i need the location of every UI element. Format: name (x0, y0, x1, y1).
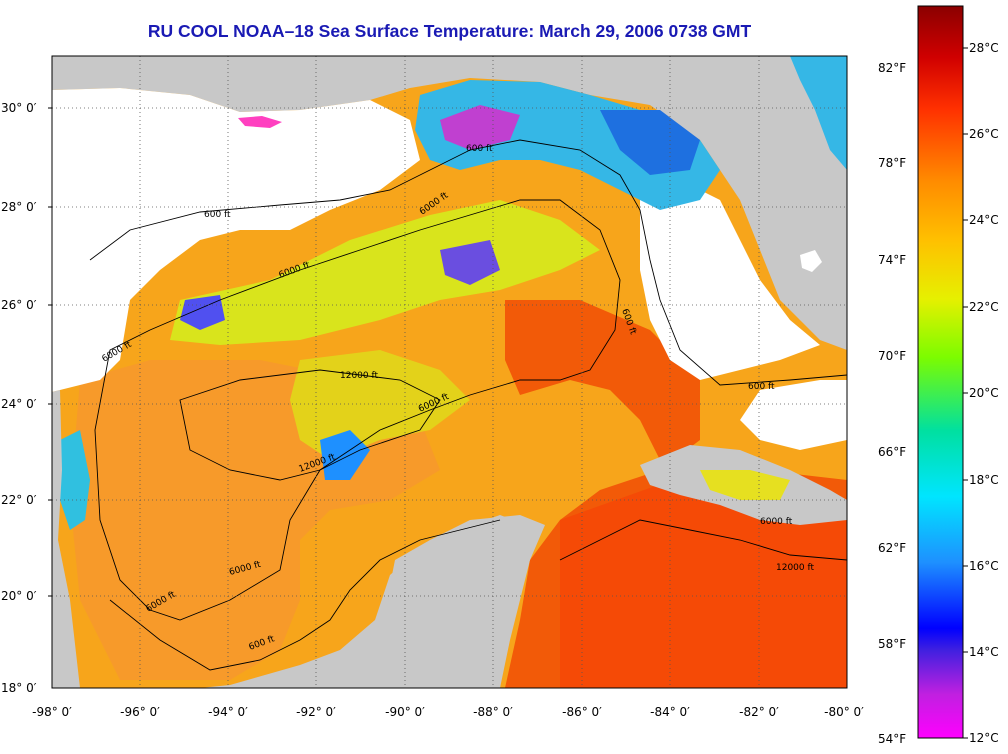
lat-label: 30° 0′ (1, 101, 37, 115)
lat-label: 18° 0′ (1, 681, 37, 695)
lon-label: -94° 0′ (208, 705, 248, 719)
lat-label: 20° 0′ (1, 589, 37, 603)
us-gulf-coast-land (52, 56, 700, 106)
celsius-label: 20°C (969, 386, 999, 400)
fahrenheit-label: 78°F (878, 156, 906, 170)
cloud-northeast (640, 180, 820, 380)
lon-label: -90° 0′ (385, 705, 425, 719)
lat-label: 24° 0′ (1, 397, 37, 411)
florida-land (700, 56, 847, 345)
lon-label: -80° 0′ (824, 705, 864, 719)
map-title: RU COOL NOAA–18 Sea Surface Temperature:… (147, 21, 752, 41)
cold-shelf-inner (600, 110, 700, 175)
celsius-label: 26°C (969, 127, 999, 141)
cloud-florida-straits (740, 380, 847, 450)
contour-6000ft (94, 199, 621, 621)
celsius-label: 28°C (969, 41, 999, 55)
fahrenheit-scale: 82°F 78°F 74°F 70°F 66°F 62°F 58°F 54°F (878, 61, 906, 746)
map-frame (51, 55, 848, 689)
celsius-label: 16°C (969, 559, 999, 573)
lon-label: -92° 0′ (296, 705, 336, 719)
cold-shelf-magenta (440, 105, 520, 150)
fahrenheit-label: 74°F (878, 253, 906, 267)
celsius-label: 14°C (969, 645, 999, 659)
colorbar (917, 5, 964, 739)
contour-label: 12000 ft (776, 563, 815, 573)
contour-yucatan-shelf (109, 519, 501, 671)
gulf-magenta-coast (238, 116, 282, 128)
contour-12000ft (179, 369, 441, 481)
longitude-axis: -98° 0′ -96° 0′ -94° 0′ -92° 0′ -90° 0′ … (32, 705, 864, 719)
latitude-axis: 30° 0′ 28° 0′ 26° 0′ 24° 0′ 22° 0′ 20° 0… (1, 101, 52, 695)
lon-label: -82° 0′ (739, 705, 779, 719)
contour-600ft (89, 139, 847, 386)
cold-patch-north (440, 240, 500, 285)
yucatan-land (385, 515, 545, 688)
cold-patch-center (320, 430, 370, 480)
cloud-northwest (52, 88, 420, 392)
celsius-label: 18°C (969, 473, 999, 487)
lon-label: -86° 0′ (562, 705, 602, 719)
colorbar-ticks (963, 47, 968, 739)
celsius-label: 22°C (969, 300, 999, 314)
contour-caribbean (559, 519, 847, 561)
contour-label: 600 ft (748, 382, 775, 392)
cold-west-coast (60, 430, 90, 530)
cool-band-north (170, 200, 600, 345)
lon-label: -98° 0′ (32, 705, 72, 719)
cool-band-center (290, 350, 470, 460)
mexico-west-land (52, 390, 80, 688)
contour-label: 6000 ft (760, 517, 793, 527)
celsius-label: 24°C (969, 213, 999, 227)
lon-label: -84° 0′ (650, 705, 690, 719)
cold-patch-west (180, 295, 225, 330)
fahrenheit-label: 58°F (878, 637, 906, 651)
fahrenheit-label: 82°F (878, 61, 906, 75)
fahrenheit-label: 70°F (878, 349, 906, 363)
graticule (52, 56, 847, 688)
celsius-label: 12°C (969, 731, 999, 745)
lat-label: 26° 0′ (1, 298, 37, 312)
fahrenheit-label: 62°F (878, 541, 906, 555)
contour-label: 12000 ft (340, 371, 379, 381)
contour-label: 600 ft (466, 144, 493, 154)
lake-okeechobee (800, 250, 822, 272)
lon-label: -96° 0′ (120, 705, 160, 719)
lat-label: 22° 0′ (1, 493, 37, 507)
lon-label: -88° 0′ (473, 705, 513, 719)
fahrenheit-label: 54°F (878, 732, 906, 746)
cuba-coastal-yellow (700, 470, 790, 500)
celsius-scale: 28°C 26°C 24°C 22°C 20°C 18°C 16°C 14°C … (969, 41, 999, 745)
contour-label: 600 ft (204, 210, 231, 220)
florida-east-sst (790, 56, 847, 170)
fahrenheit-label: 66°F (878, 445, 906, 459)
lat-label: 28° 0′ (1, 200, 37, 214)
